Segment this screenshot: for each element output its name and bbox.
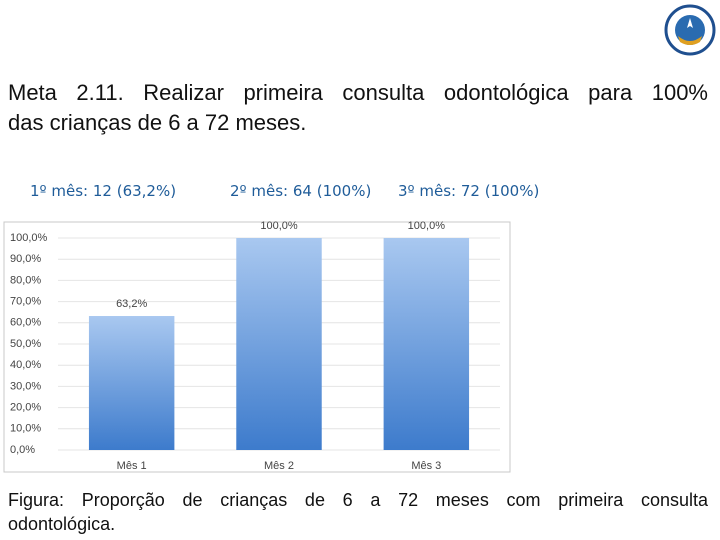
caption-line: Figura: Proporção de crianças de 6 a 72 … xyxy=(8,490,708,510)
y-tick-label: 30,0% xyxy=(10,380,41,392)
heading-line: das crianças de 6 a 72 meses. xyxy=(8,110,307,135)
value-label: 100,0% xyxy=(260,220,298,232)
y-tick-label: 100,0% xyxy=(10,232,48,244)
y-tick-label: 60,0% xyxy=(10,317,41,329)
y-tick-label: 40,0% xyxy=(10,359,41,371)
stat-text: 3º mês: 72 (100%) xyxy=(398,182,540,200)
x-tick-label: Mês 3 xyxy=(411,460,441,472)
heading-line: Meta 2.11. Realizar primeira consulta od… xyxy=(8,80,708,105)
y-tick-label: 70,0% xyxy=(10,296,41,308)
chart: 0,0% 10,0% 20,0% 30,0% 40,0% 50,0% 60,0% 70,0% 8… xyxy=(3,220,511,473)
y-tick-label: 90,0% xyxy=(10,253,41,265)
y-tick-label: 80,0% xyxy=(10,274,41,286)
bar xyxy=(88,316,175,450)
stat-text: 2º mês: 64 (100%) xyxy=(230,182,372,200)
bar xyxy=(383,238,470,450)
x-tick-label: Mês 2 xyxy=(264,460,294,472)
y-tick-label: 0,0% xyxy=(10,444,35,456)
value-label: 63,2% xyxy=(116,298,147,310)
logo xyxy=(664,4,716,56)
caption-line: odontológica. xyxy=(8,514,116,534)
y-tick-label: 50,0% xyxy=(10,338,41,350)
x-tick-label: Mês 1 xyxy=(117,460,147,472)
y-tick-label: 20,0% xyxy=(10,402,41,414)
y-tick-label: 10,0% xyxy=(10,423,41,435)
bar xyxy=(236,238,322,450)
stat-text: 1º mês: 12 (63,2%) xyxy=(30,182,177,200)
value-label: 100,0% xyxy=(408,220,446,232)
